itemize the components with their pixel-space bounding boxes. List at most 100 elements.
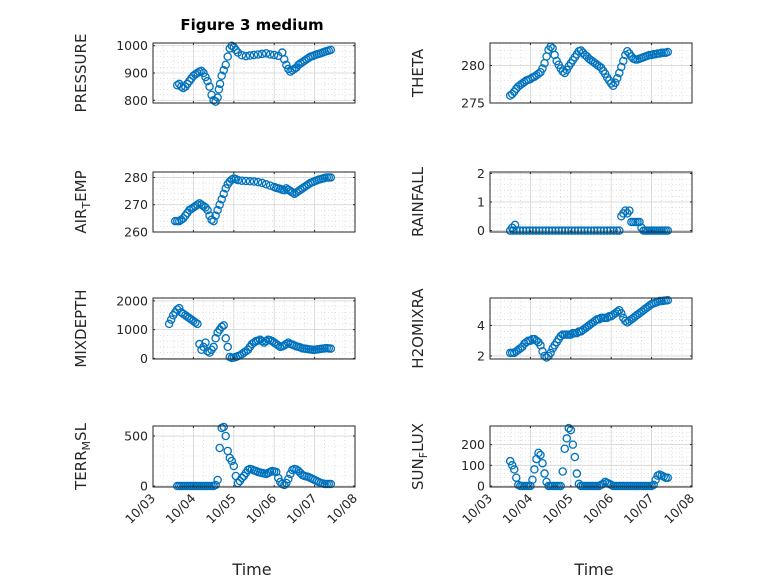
data-point [280,186,289,195]
x-tick-label: 10/06 [243,490,279,526]
data-point [512,226,521,235]
data-point [273,341,283,350]
x-axis-label-left: Time [231,560,271,579]
data-point [245,51,255,60]
data-point [507,223,517,232]
data-point [288,188,297,197]
data-point [282,339,291,349]
axes-frame [152,425,356,488]
data-point [649,480,658,490]
y-axis-label: MIXDEPTH [72,289,90,367]
data-point [211,480,220,490]
data-point [213,205,222,215]
y-tick-label: 0 [477,478,485,493]
data-point [570,452,580,462]
axes-frame [489,297,693,360]
y-tick-label: 1000 [116,38,148,53]
data-point [164,319,174,329]
data-point [625,206,634,215]
data-point [594,315,604,324]
data-point [237,51,247,60]
data-point [536,450,545,460]
axes-frame [489,425,693,488]
data-point [568,440,578,449]
data-point [596,226,605,235]
y-tick-label: 4 [477,318,485,333]
data-point [273,473,283,483]
data-point [257,49,267,59]
x-tick-label: 10/05 [203,491,239,527]
data-point [507,461,517,470]
data-point [526,74,535,84]
data-point [606,79,616,88]
data-point [261,336,271,346]
data-point [261,180,271,189]
data-point [609,226,618,235]
data-point [237,473,247,483]
data-point [257,178,267,188]
data-point [217,195,226,204]
data-point [203,76,212,86]
axes-frame [152,171,356,233]
data-point [219,321,228,330]
y-axis-label: THETA [409,48,427,98]
data-point [509,465,519,474]
data-point [221,60,230,70]
data-point [211,97,220,106]
data-point [211,211,220,220]
y-axis-label: PRESSURE [72,34,90,113]
data-point [566,330,576,339]
subplot-rainfall: 0 1 2 RAINFALL [409,166,693,238]
data-point [197,66,206,76]
data-point [531,226,541,235]
data-point [564,423,574,433]
x-tick-label: 10/07 [621,491,657,527]
data-point [249,50,259,60]
data-point [211,334,220,343]
data-point [214,85,224,94]
data-point [284,474,293,484]
data-point [560,444,569,453]
y-axis-label: H2OMIXRA [409,288,427,369]
data-point [223,52,232,61]
data-point [205,82,214,91]
data-point [606,226,615,235]
data-point [554,226,563,235]
y-tick-label: 1 [477,195,485,210]
y-tick-label: 275 [461,96,485,111]
x-tick-label: 10/08 [324,490,360,526]
data-point [534,448,543,458]
data-point [558,67,567,76]
data-point [166,315,176,324]
data-point [229,461,239,471]
data-point [577,226,586,235]
data-point [589,226,599,235]
data-point [209,216,218,226]
data-point [613,307,622,316]
data-point [269,50,279,60]
data-point [663,47,673,57]
data-point [253,50,263,59]
data-point [265,50,275,59]
data-point [217,322,226,332]
y-tick-label: 280 [461,58,485,73]
data-point [237,176,247,185]
x-tick-label: 10/03 [122,491,158,527]
subplot-pressure: 800 900 1000 PRESSURE [72,34,356,113]
data-point [560,226,570,235]
data-point [617,308,626,318]
data-point [515,226,525,235]
series-points [172,41,336,106]
data-point [326,479,336,489]
data-point [623,47,632,56]
axes-background [152,425,356,488]
data-point [253,177,263,187]
data-point [510,220,520,230]
x-axis-label-right: Time [573,560,613,579]
data-point [507,89,517,99]
series-points [505,42,673,100]
data-point [223,342,232,352]
x-tick-label: 10/07 [284,491,320,527]
series-points [505,296,673,362]
data-point [615,226,624,235]
